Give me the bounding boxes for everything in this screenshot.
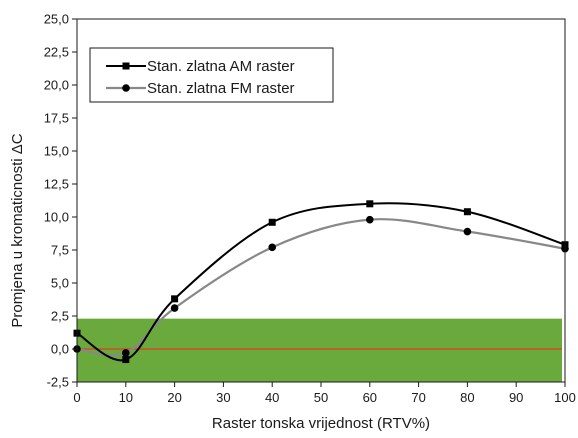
data-point-circle	[170, 304, 179, 312]
y-tick-label: 2,5	[51, 309, 69, 324]
legend-label: Stan. zlatna AM raster	[147, 58, 295, 75]
x-tick-label: 50	[314, 390, 328, 405]
legend: Stan. zlatna AM raster Stan. zlatna FM ra…	[89, 47, 334, 103]
tick-layer: 0 10 20 30 40 50 60 70 80 90 100 -2,5 0,0 2,5 5,0 7,5 10…	[44, 12, 576, 406]
x-axis-title: Raster tonska vrijednost (RTV%)	[212, 415, 430, 432]
y-tick-label: 25,0	[44, 12, 69, 27]
x-tick-label: 30	[216, 390, 230, 405]
legend-marker	[122, 84, 130, 92]
x-tick-label: 60	[363, 390, 377, 405]
x-tick-label: 100	[554, 390, 576, 405]
y-tick-label: 0,0	[51, 342, 69, 357]
tolerance-band-layer	[77, 318, 562, 382]
data-point-circle	[268, 243, 277, 252]
x-tick-label: 80	[460, 390, 474, 405]
y-tick-label: 22,5	[44, 45, 69, 60]
y-axis-title: Promjena u kromaticnosti ΔC	[9, 133, 26, 327]
x-tick-label: 90	[509, 390, 523, 405]
data-point-square	[171, 295, 179, 303]
x-tick-label: 10	[119, 390, 133, 405]
y-tick-label: 17,5	[44, 111, 69, 126]
x-tick-label: 0	[73, 390, 80, 405]
x-tick-label: 40	[265, 390, 279, 405]
y-tick-label: 20,0	[44, 78, 69, 93]
tolerance-band	[77, 318, 562, 382]
data-point-circle	[463, 227, 472, 236]
data-point-square	[268, 218, 276, 226]
x-tick-label: 20	[167, 390, 181, 405]
y-tick-label: 15,0	[44, 144, 69, 159]
data-point-circle	[122, 349, 130, 357]
y-tick-label: 12,5	[44, 177, 69, 192]
legend-label: Stan. zlatna FM raster	[147, 80, 295, 97]
y-tick-label: -2,5	[47, 375, 69, 390]
legend-box	[89, 47, 334, 103]
y-tick-label: 10,0	[44, 210, 69, 225]
data-point-square	[122, 356, 130, 364]
y-tick-label: 7,5	[51, 243, 69, 258]
y-tick-label: 5,0	[51, 276, 69, 291]
data-point-square	[366, 200, 374, 208]
legend-marker	[122, 62, 130, 70]
data-point-square	[463, 208, 471, 216]
x-tick-label: 70	[411, 390, 425, 405]
data-point-circle	[366, 215, 374, 224]
